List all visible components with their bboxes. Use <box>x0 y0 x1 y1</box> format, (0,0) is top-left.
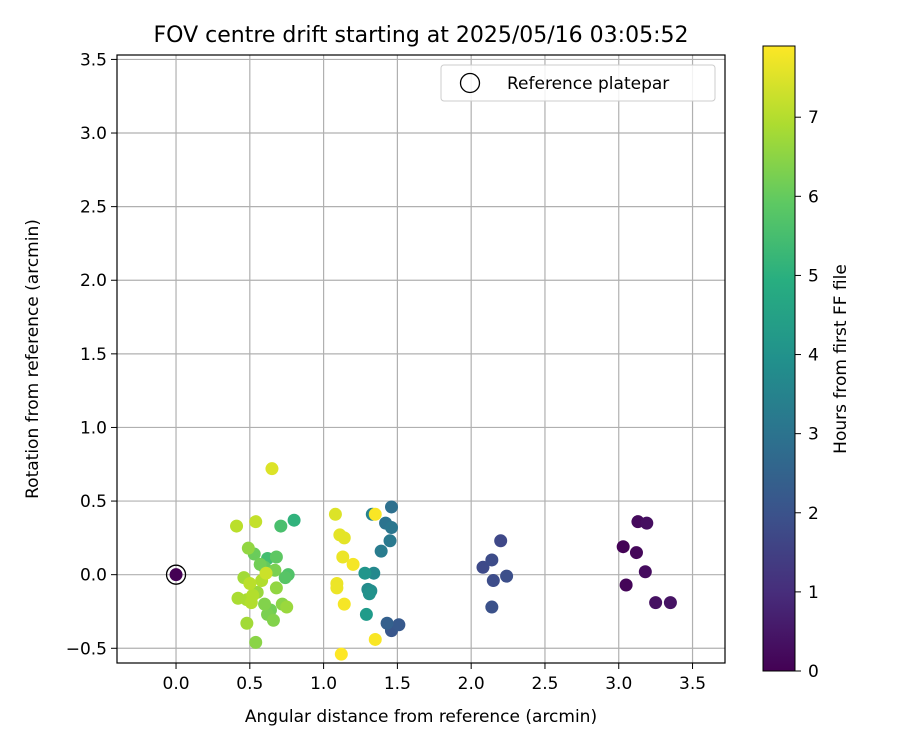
colorbar-tick-label: 4 <box>808 346 819 366</box>
colorbar-tick-label: 5 <box>808 266 819 286</box>
x-tick-label: 0.5 <box>236 674 263 694</box>
data-point <box>269 550 283 564</box>
data-point <box>337 597 351 611</box>
data-point <box>249 515 263 529</box>
data-point <box>258 597 272 611</box>
data-point <box>249 635 263 649</box>
x-tick-label: 0.0 <box>163 674 190 694</box>
data-point <box>230 519 244 533</box>
legend-entry: Reference platepar <box>507 74 669 94</box>
data-point <box>485 553 499 567</box>
data-point <box>383 534 397 548</box>
data-point <box>278 571 292 585</box>
data-point <box>346 557 360 571</box>
data-point <box>333 528 347 542</box>
colorbar-tick-label: 2 <box>808 504 819 524</box>
x-axis-ticks: 0.0 0.5 1.0 1.5 2.0 2.5 3.0 3.5 <box>163 663 706 694</box>
data-point <box>384 500 398 514</box>
colorbar-tick-label: 0 <box>808 662 819 682</box>
x-tick-label: 1.5 <box>384 674 411 694</box>
data-point <box>259 566 273 580</box>
y-tick-label: 0.5 <box>80 492 107 512</box>
data-point <box>244 596 258 610</box>
data-point <box>328 507 342 521</box>
colorbar-gradient <box>762 45 796 672</box>
data-point <box>638 565 652 579</box>
colorbar-tick-label: 3 <box>808 425 819 445</box>
data-point <box>663 596 677 610</box>
y-axis-label: Rotation from reference (arcmin) <box>23 219 43 499</box>
colorbar-tick-label: 7 <box>808 108 819 128</box>
y-tick-label: 3.5 <box>80 50 107 70</box>
x-tick-label: 3.0 <box>605 674 632 694</box>
data-point <box>334 647 348 661</box>
y-tick-label: 2.0 <box>80 271 107 291</box>
data-point <box>640 516 654 530</box>
data-point <box>616 540 630 554</box>
colorbar-ticks: 0 1 2 3 4 5 6 7 <box>795 108 819 682</box>
data-point <box>486 574 500 588</box>
x-tick-label: 3.5 <box>679 674 706 694</box>
y-tick-label: 1.0 <box>80 418 107 438</box>
y-tick-label: −0.5 <box>66 639 107 659</box>
data-point <box>336 550 350 564</box>
data-points <box>165 462 677 661</box>
data-point <box>358 566 372 580</box>
data-point <box>359 607 373 621</box>
grid-lines <box>117 55 725 663</box>
data-point <box>649 596 663 610</box>
reference-platepar-marker <box>165 564 187 585</box>
legend-box <box>440 64 716 102</box>
x-axis-label: Angular distance from reference (arcmin) <box>245 707 597 727</box>
data-point <box>265 462 279 476</box>
y-tick-label: 0.0 <box>80 566 107 586</box>
data-point <box>280 600 294 614</box>
legend: Reference platepar <box>440 64 716 102</box>
data-point <box>243 577 257 591</box>
colorbar-tick-label: 6 <box>808 187 819 207</box>
data-point <box>274 519 288 533</box>
data-point <box>362 587 376 601</box>
x-tick-label: 1.0 <box>310 674 337 694</box>
data-point <box>368 507 382 521</box>
y-tick-label: 2.5 <box>80 198 107 218</box>
data-point <box>619 578 633 592</box>
data-point <box>392 618 406 632</box>
colorbar: 0 1 2 3 4 5 6 7 Hours from first FF file <box>762 45 851 682</box>
data-point <box>380 616 394 630</box>
x-tick-label: 2.0 <box>458 674 485 694</box>
plot-frame <box>116 54 726 664</box>
legend-marker-icon <box>459 72 481 94</box>
data-point <box>240 616 254 630</box>
data-point <box>266 613 280 627</box>
data-point <box>330 581 344 595</box>
data-point <box>384 521 398 535</box>
data-point <box>494 534 508 548</box>
data-point <box>476 560 490 574</box>
colorbar-label: Hours from first FF file <box>831 264 851 454</box>
data-point <box>169 568 183 582</box>
data-point <box>374 544 388 558</box>
colorbar-tick-label: 1 <box>808 583 819 603</box>
x-tick-label: 2.5 <box>531 674 558 694</box>
data-point <box>629 546 643 560</box>
data-point <box>500 569 514 583</box>
y-tick-label: 3.0 <box>80 124 107 144</box>
data-point <box>241 541 255 555</box>
y-tick-label: 1.5 <box>80 345 107 365</box>
data-point <box>368 632 382 646</box>
chart-title: FOV centre drift starting at 2025/05/16 … <box>154 23 689 48</box>
data-point <box>287 513 301 527</box>
data-point <box>485 600 499 614</box>
y-axis-ticks: −0.5 0.0 0.5 1.0 1.5 2.0 2.5 3.0 3.5 <box>66 50 117 659</box>
data-point <box>269 581 283 595</box>
